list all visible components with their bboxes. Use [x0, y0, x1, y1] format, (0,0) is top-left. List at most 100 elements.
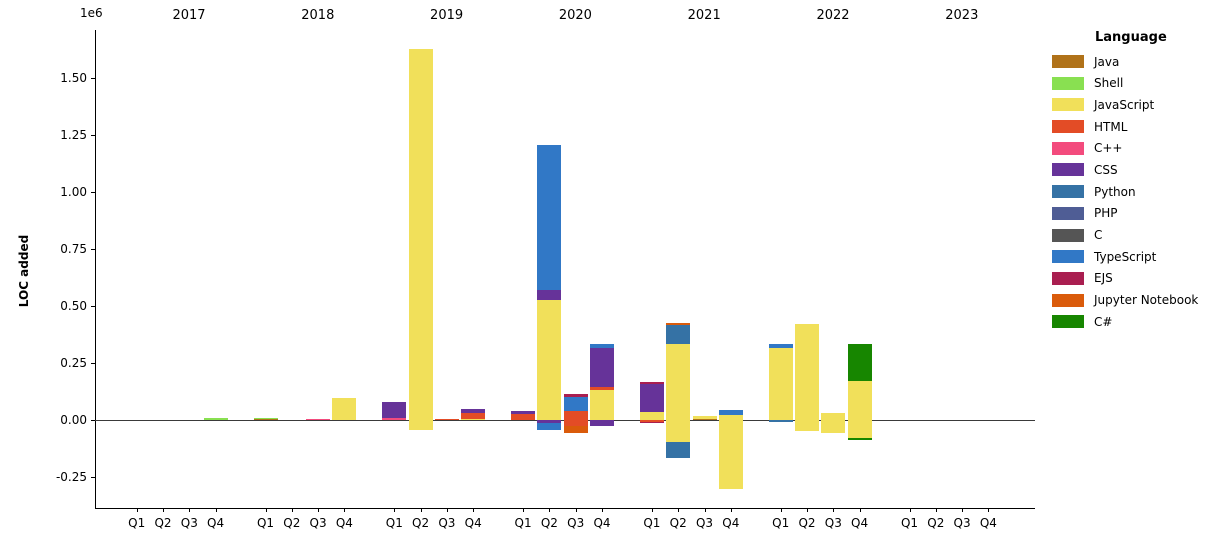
y-tick-label: 1.50 — [60, 71, 87, 86]
y-tick-label: 0.25 — [60, 356, 87, 371]
bar-segment-css-2020Q2 — [537, 289, 562, 300]
y-tick-mark — [91, 476, 95, 478]
legend-label: Java — [1094, 54, 1120, 69]
x-axis-spine — [95, 508, 1035, 509]
bar-segment-java-2021Q3 — [692, 418, 717, 420]
bar-segment-javascript-2019Q4 — [461, 418, 486, 420]
x-tick-mark — [833, 508, 835, 512]
legend-swatch — [1052, 185, 1084, 199]
year-label: 2021 — [687, 8, 721, 23]
x-tick-mark — [807, 508, 808, 512]
x-tick-mark — [935, 508, 937, 512]
x-tick-label: Q4 — [593, 516, 611, 530]
bar-segment-ejs-2020Q3 — [563, 394, 588, 397]
x-tick-label: Q2 — [540, 516, 558, 530]
bar-segment-typescript-2022Q1 — [768, 343, 793, 348]
legend-swatch — [1052, 228, 1084, 242]
x-tick-mark — [909, 508, 911, 512]
legend-label: C++ — [1094, 141, 1123, 156]
x-tick-mark — [988, 508, 990, 512]
x-tick-mark — [344, 508, 346, 512]
x-tick-mark — [291, 508, 293, 512]
x-tick-label: Q1 — [643, 516, 661, 530]
x-tick-label: Q3 — [824, 516, 842, 530]
legend-label: Jupyter Notebook — [1094, 293, 1199, 308]
legend-label: C# — [1094, 314, 1113, 329]
legend-swatch — [1052, 271, 1084, 285]
legend-label: EJS — [1094, 271, 1113, 286]
bar-segment-c--2019Q1 — [382, 418, 407, 420]
bar-segment-javascript-2022Q1 — [768, 347, 793, 420]
bar-segment-ejs-2021Q1 — [639, 421, 664, 424]
x-tick-label: Q4 — [851, 516, 869, 530]
x-tick-label: Q4 — [722, 516, 740, 530]
x-tick-label: Q3 — [953, 516, 971, 530]
y-tick-mark — [91, 306, 95, 308]
legend-label: JavaScript — [1094, 97, 1155, 112]
bar-segment-css-2020Q1 — [511, 411, 536, 414]
bar-segment-javascript-2018Q4 — [332, 398, 357, 420]
x-tick-mark — [704, 508, 706, 512]
bar-segment-javascript-2020Q4 — [590, 389, 614, 420]
x-tick-mark — [215, 508, 217, 512]
legend-title: Language — [1095, 30, 1167, 45]
bar-segment-css-2019Q1 — [382, 401, 407, 419]
bar-segment-javascript-2022Q3 — [821, 413, 846, 420]
x-tick-mark — [549, 508, 551, 512]
legend-label: TypeScript — [1094, 249, 1157, 264]
legend-item-jupyter-notebook: Jupyter Notebook — [1040, 293, 1228, 308]
x-tick-mark — [730, 508, 732, 512]
year-label: 2022 — [816, 8, 850, 23]
bar-segment-javascript-2021Q4 — [718, 420, 743, 490]
x-tick-label: Q4 — [464, 516, 482, 530]
x-tick-label: Q4 — [979, 516, 997, 530]
x-tick-label: Q2 — [669, 516, 687, 530]
legend-swatch — [1052, 315, 1084, 329]
legend-item-ejs: EJS — [1040, 271, 1228, 286]
y-tick-label: 0.75 — [60, 242, 87, 257]
year-label: 2018 — [301, 8, 335, 23]
bar-segment-javascript-2021Q3 — [692, 416, 717, 419]
bar-segment-jupyter-notebook-2020Q3 — [563, 425, 588, 433]
bar-segment-html-2020Q3 — [563, 410, 588, 420]
y-tick-mark — [91, 420, 95, 421]
legend-item-html: HTML — [1040, 120, 1228, 134]
x-tick-mark — [163, 508, 164, 512]
legend-item-typescript: TypeScript — [1040, 249, 1228, 264]
bar-segment-shell-2018Q1 — [253, 417, 278, 420]
x-tick-label: Q2 — [283, 516, 301, 530]
x-tick-mark — [962, 508, 964, 512]
x-tick-label: Q1 — [772, 516, 790, 530]
x-tick-label: Q3 — [180, 516, 198, 530]
legend-label: Shell — [1094, 76, 1124, 91]
bar-segment-jupyter-notebook-2021Q2 — [666, 323, 691, 326]
y-tick-label: 0.50 — [60, 299, 87, 314]
x-tick-label: Q3 — [438, 516, 456, 530]
bar-segment-javascript-2022Q4 — [847, 380, 872, 420]
year-label: 2023 — [945, 8, 979, 23]
y-tick-mark — [91, 192, 95, 194]
x-tick-mark — [318, 508, 320, 512]
legend-swatch — [1052, 293, 1084, 307]
legend-swatch — [1052, 76, 1084, 90]
bar-segment-css-2020Q4 — [590, 420, 614, 426]
bar-segment-typescript-2021Q4 — [718, 409, 743, 415]
bar-segment-css-2020Q2 — [537, 420, 562, 423]
bar-segment-typescript-2020Q2 — [537, 422, 562, 430]
legend-item-c: C — [1040, 228, 1228, 242]
x-tick-mark — [651, 508, 653, 512]
x-tick-label: Q4 — [207, 516, 225, 530]
bar-segment-javascript-2022Q2 — [795, 420, 819, 432]
legend-label: Python — [1094, 184, 1136, 199]
bar-segment-typescript-2020Q4 — [590, 343, 614, 349]
bar-segment-javascript-2022Q2 — [795, 324, 819, 420]
bar-segment-c--2018Q3 — [306, 418, 331, 420]
y-axis-offset-label: 1e6 — [80, 6, 103, 20]
x-tick-label: Q1 — [128, 516, 146, 530]
legend-items: Java Shell JavaScript HTML C++ CSS Python PHP C T… — [1040, 54, 1228, 329]
y-tick-label: -0.25 — [55, 469, 87, 484]
legend-item-javascript: JavaScript — [1040, 97, 1228, 112]
bar-segment-javascript-2021Q2 — [666, 420, 691, 442]
legend-swatch — [1052, 141, 1084, 155]
